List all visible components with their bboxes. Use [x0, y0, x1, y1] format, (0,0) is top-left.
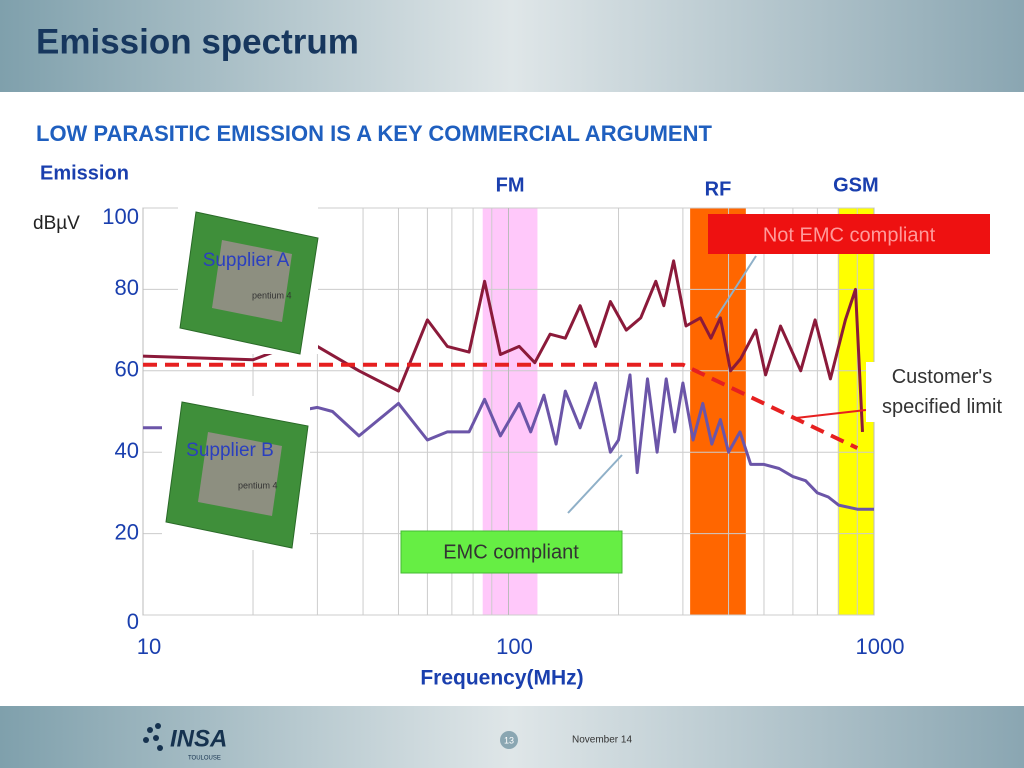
y-tick-label: 20 [115, 519, 139, 544]
subtitle: LOW PARASITIC EMISSION IS A KEY COMMERCI… [36, 121, 712, 146]
logo: INSA [170, 725, 227, 752]
logo-sub: TOULOUSE [188, 756, 221, 762]
band-label: GSM [833, 174, 879, 196]
footer-date: November 14 [572, 735, 632, 746]
annotation: Not EMC compliant [763, 224, 936, 246]
page-number: 13 [504, 735, 514, 745]
band [690, 208, 746, 615]
y-tick-label: 40 [115, 438, 139, 463]
series-line [142, 259, 864, 432]
chip-b: pentium 4 [162, 396, 310, 550]
legend-entry: Supplier A [202, 250, 290, 271]
legend-entry: Supplier B [186, 440, 274, 461]
chip-text: pentium 4 [252, 290, 292, 300]
y-tick-label: 80 [115, 275, 139, 300]
arrow [715, 255, 757, 319]
y-axis-label: Emission [40, 162, 129, 184]
band-label: FM [496, 174, 525, 196]
page-badge [500, 731, 518, 749]
y-tick-label: 100 [102, 204, 139, 229]
arrow [567, 454, 623, 514]
legend-entry: Customer's specified limit [866, 362, 1018, 422]
compliant-box [400, 530, 623, 574]
chip-a: pentium 4 [178, 206, 319, 355]
not-compliant-box [708, 214, 990, 254]
x-axis-label: Frequency(MHz) [420, 667, 583, 690]
header-band [0, 0, 1024, 92]
slide-title: Emission spectrum [36, 22, 359, 61]
y-tick-label: 60 [115, 357, 139, 382]
x-tick-label: 100 [496, 634, 533, 659]
arrow [795, 409, 867, 419]
y-unit: dBµV [33, 213, 80, 234]
chip-text: pentium 4 [238, 480, 278, 490]
x-tick-label: 10 [137, 634, 161, 659]
x-tick-label: 1000 [856, 634, 905, 659]
series-line [143, 362, 859, 450]
annotation: EMC compliant [443, 541, 579, 563]
series-line [143, 373, 874, 511]
y-tick-label: 0 [127, 609, 139, 634]
logo-dots [143, 723, 163, 751]
band-label: RF [705, 178, 732, 200]
